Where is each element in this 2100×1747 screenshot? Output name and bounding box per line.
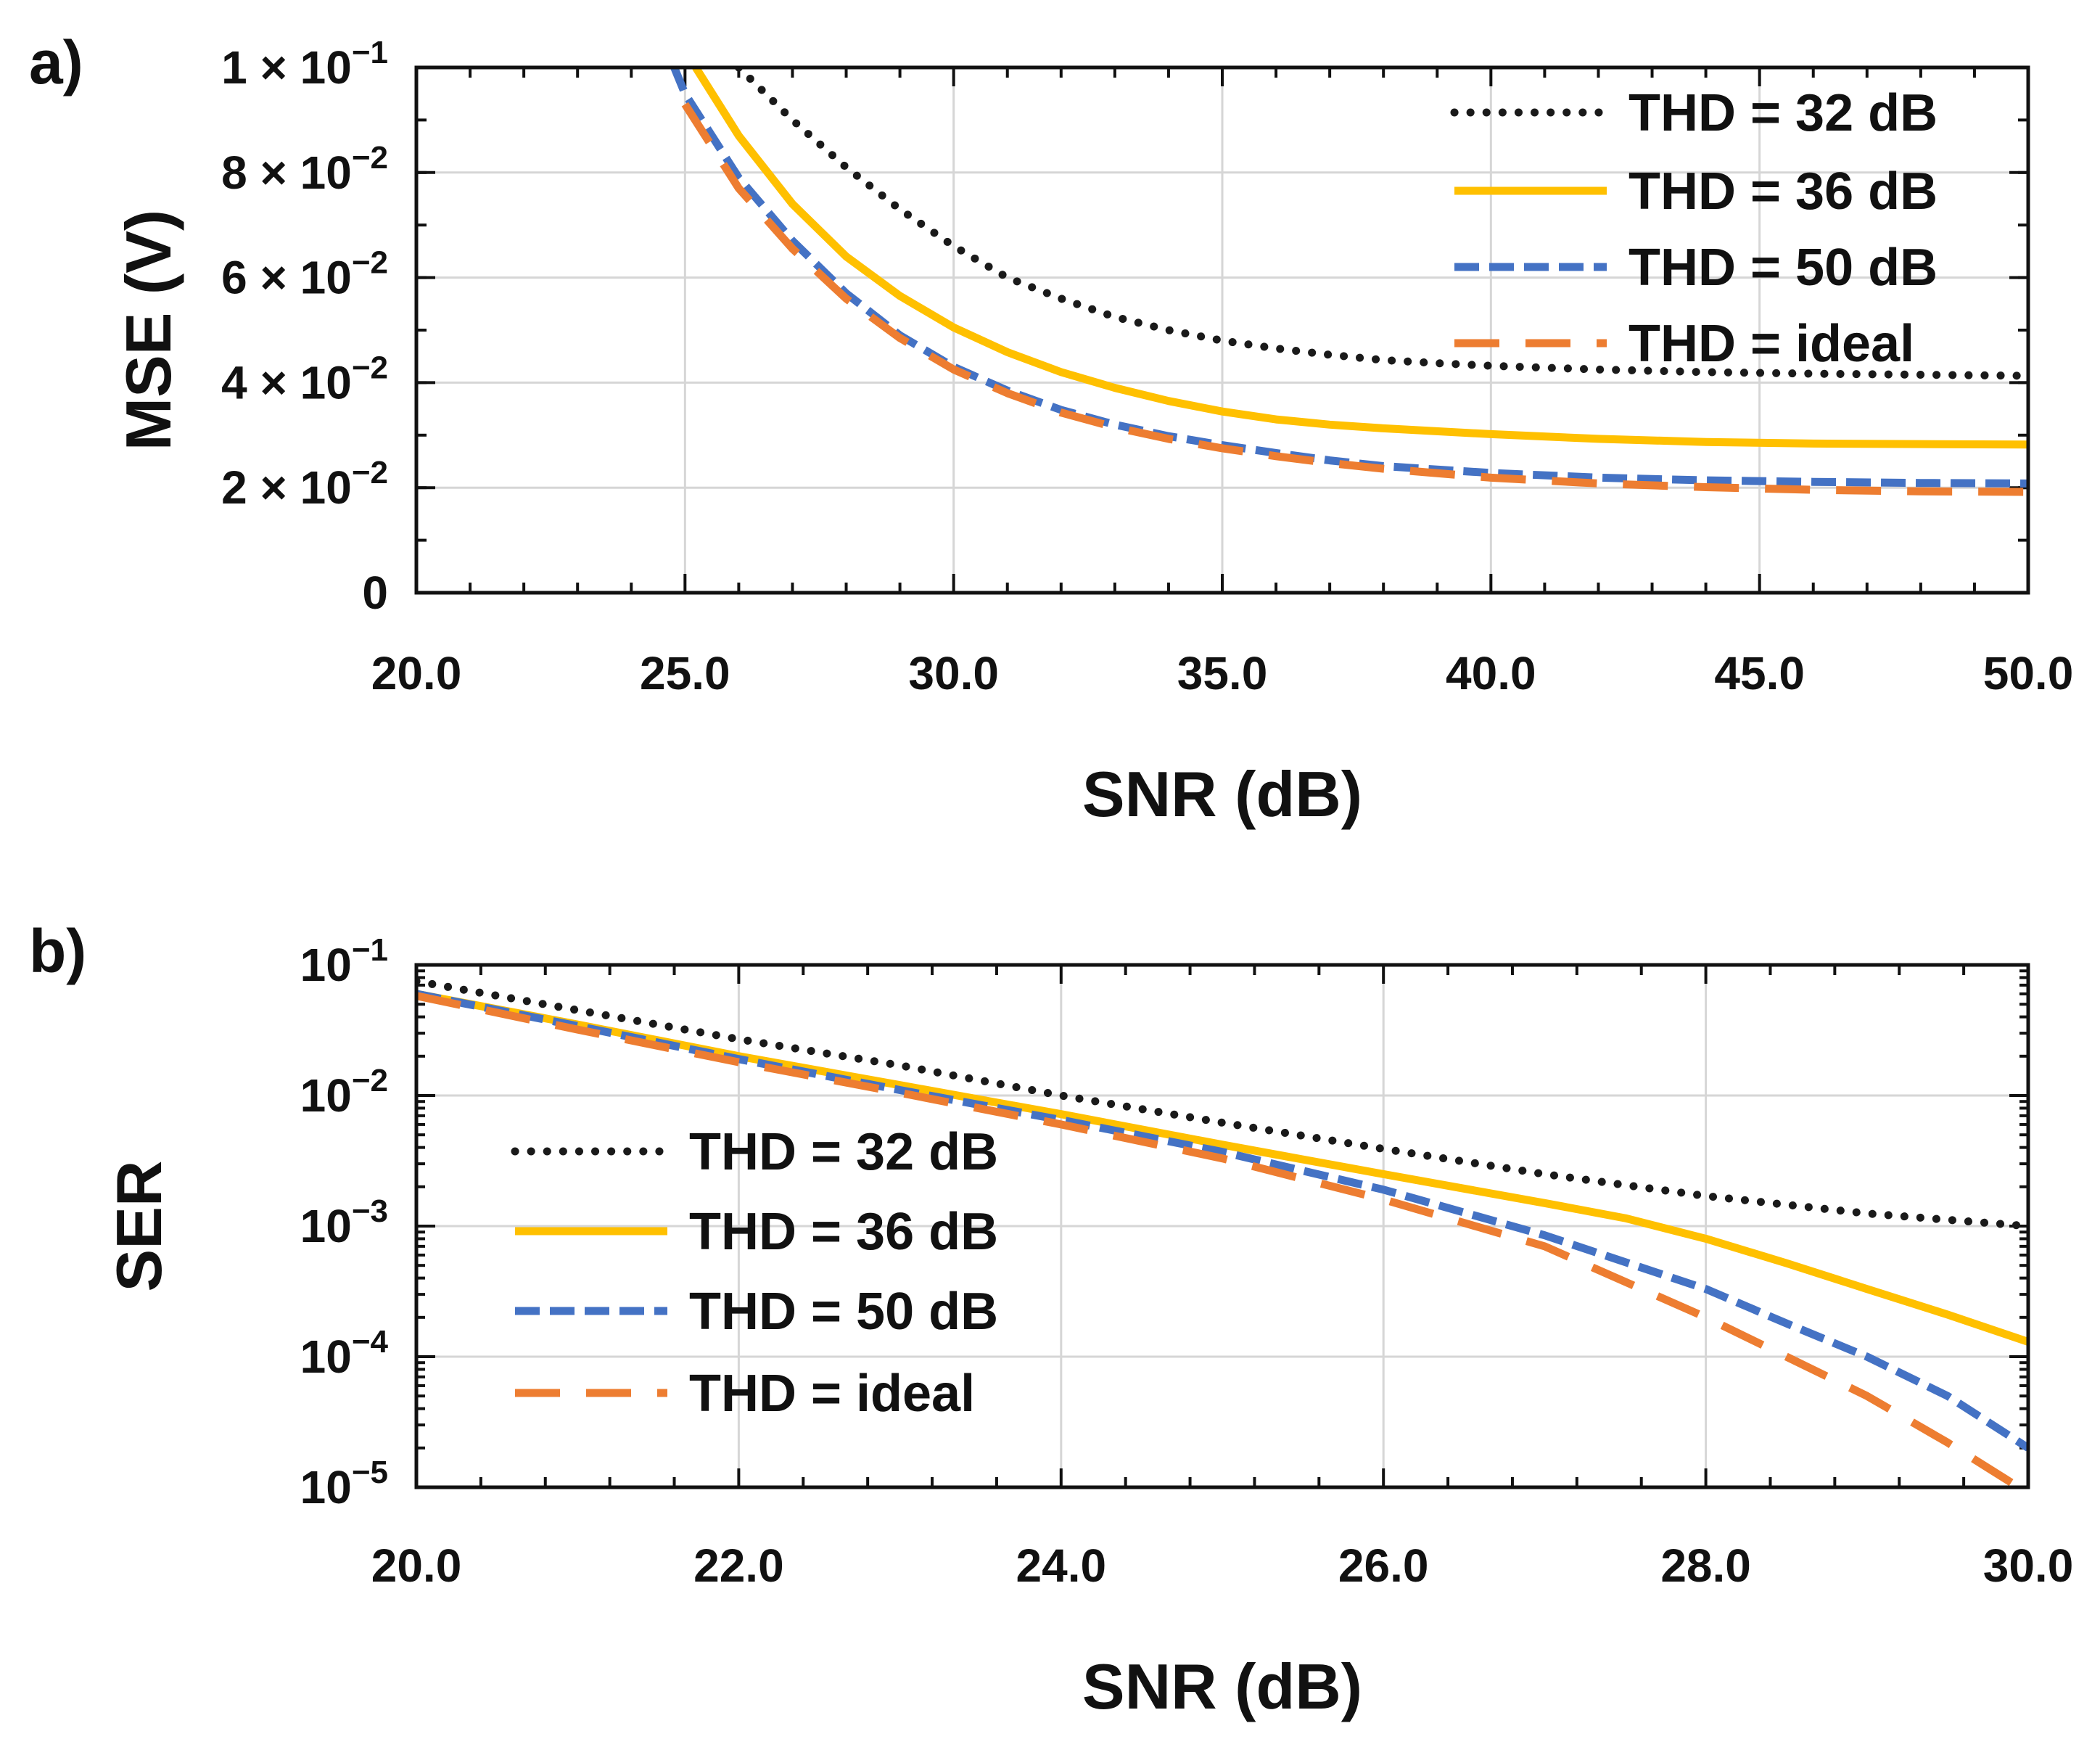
panel-a-plot-frame	[414, 65, 2030, 595]
panel-b-x-axis-title: SNR (dB)	[1082, 1651, 1362, 1722]
panel-a-series-thd-32-db	[734, 67, 2028, 380]
panel-b-x-tick-label: 26.0	[1338, 1540, 1429, 1592]
panel-a-x-tick-label: 30.0	[908, 647, 999, 699]
panel-a-x-tick-label: 20.0	[371, 647, 462, 699]
panel-b-series-thd-50-db	[416, 990, 2028, 1452]
panel-a-mse-chart: a) 20.0 25.0 30.0 35.0 40.0 45.0 50.0 0 2 × 10−…	[29, 28, 2073, 830]
panel-a-series	[670, 67, 2028, 496]
panel-b-legend-label-thd-36: THD = 36 dB	[689, 1203, 998, 1261]
panel-b-grid	[416, 965, 2028, 1487]
panel-a-legend-label-thd-32: THD = 32 dB	[1628, 84, 1938, 142]
panel-a-y-tick-label: 0	[362, 567, 388, 619]
panel-b-x-tick-label: 20.0	[371, 1540, 462, 1592]
panel-a-legend: THD = 32 dB THD = 36 dB THD = 50 dB THD …	[1450, 84, 1938, 373]
panel-a-x-tick-label: 50.0	[1983, 647, 2074, 699]
panel-a-y-axis-title: MSE (V)	[112, 210, 184, 451]
panel-a-grid	[416, 67, 2028, 593]
panel-a-y-tick-label: 1 × 10−1	[221, 35, 388, 94]
panel-a-y-tick-labels: 0 2 × 10−2 4 × 10−2 6 × 10−2 8 × 10−2 1 × 10−…	[221, 35, 388, 619]
panel-b-y-axis-title: SER	[103, 1161, 175, 1292]
panel-b-x-tick-label: 22.0	[693, 1540, 784, 1592]
panel-a-y-tick-label: 4 × 10−2	[221, 350, 388, 408]
panel-a-x-tick-label: 35.0	[1177, 647, 1268, 699]
panel-a-legend-label-thd-ideal: THD = ideal	[1628, 315, 1914, 373]
panel-b-x-tick-labels: 20.0 22.0 24.0 26.0 28.0 30.0	[371, 1540, 2074, 1592]
panel-a-x-tick-label: 45.0	[1714, 647, 1805, 699]
panel-b-y-tick-label: 10−4	[300, 1324, 389, 1383]
panel-a-x-tick-label: 40.0	[1446, 647, 1536, 699]
panel-b-series	[416, 977, 2028, 1487]
panel-a-y-tick-label: 6 × 10−2	[221, 245, 388, 304]
panel-b-y-tick-label: 10−5	[300, 1455, 388, 1513]
panel-b-x-tick-label: 28.0	[1660, 1540, 1751, 1592]
panel-b-series-thd-32-db	[416, 977, 2028, 1230]
panel-b-y-tick-label: 10−3	[300, 1193, 388, 1252]
panel-b-label: b)	[29, 917, 86, 985]
panel-b-y-tick-label: 10−1	[300, 932, 388, 991]
panel-b-x-tick-label: 30.0	[1983, 1540, 2074, 1592]
panel-a-x-axis-title: SNR (dB)	[1082, 758, 1362, 830]
panel-b-y-tick-labels: 10−1 10−2 10−3 10−4 10−5	[300, 932, 389, 1513]
panel-b-x-tick-label: 24.0	[1016, 1540, 1107, 1592]
panel-a-legend-label-thd-50: THD = 50 dB	[1628, 239, 1938, 297]
panel-a-y-tick-label: 8 × 10−2	[221, 140, 388, 199]
panel-a-legend-label-thd-36: THD = 36 dB	[1628, 163, 1938, 221]
panel-b-series-thd-ideal	[416, 992, 2027, 1487]
panel-b-legend-label-thd-ideal: THD = ideal	[689, 1365, 975, 1423]
panel-a-label: a)	[29, 28, 83, 96]
panel-b-legend: THD = 32 dB THD = 36 dB THD = 50 dB THD …	[511, 1123, 998, 1423]
panel-a-series-thd-36-db	[692, 67, 2028, 449]
panel-b-y-tick-label: 10−2	[300, 1063, 388, 1122]
panel-b-legend-label-thd-32: THD = 32 dB	[689, 1123, 998, 1181]
panel-b-legend-label-thd-50: THD = 50 dB	[689, 1283, 998, 1341]
panel-a-x-tick-labels: 20.0 25.0 30.0 35.0 40.0 45.0 50.0	[371, 647, 2074, 699]
panel-b-ser-chart: b) 20.0 22.0 24.0 26.0 28.0 30.0 10−1 10−2 10−3…	[29, 917, 2073, 1722]
panel-a-x-tick-label: 25.0	[640, 647, 730, 699]
panel-b-plot-frame	[414, 963, 2030, 1489]
panel-a-y-tick-label: 2 × 10−2	[221, 455, 388, 514]
